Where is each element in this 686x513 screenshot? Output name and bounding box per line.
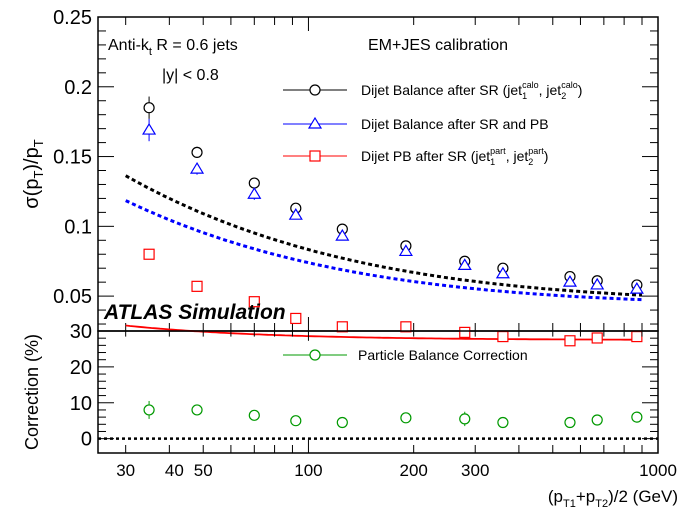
legend-label-dijet-balance-pb: Dijet Balance after SR and PB <box>361 116 549 132</box>
data-point-square <box>631 330 643 343</box>
legend-label-particle-balance-correction: Particle Balance Correction <box>358 347 528 363</box>
y-tick-label: 0.05 <box>53 286 92 308</box>
top-y-axis-label: σ(pT)/pT <box>21 139 46 208</box>
top-legend: Dijet Balance after SR (jet1calo, jet2ca… <box>283 80 582 167</box>
bottom-y-axis-label: Correction (%) <box>22 334 42 450</box>
data-point-circle <box>290 415 302 427</box>
data-point-circle <box>143 102 155 114</box>
data-point-circle <box>459 413 471 425</box>
fit-curve-2 <box>125 199 643 302</box>
y-tick-label: 10 <box>70 393 92 415</box>
x-tick-label: 200 <box>399 461 427 480</box>
data-point-square <box>591 332 603 344</box>
data-point-square <box>290 312 302 325</box>
data-point-triangle <box>495 266 510 279</box>
data-point-triangle <box>247 187 262 199</box>
bottom-y-tick-labels: 0 10 20 30 <box>70 321 92 451</box>
data-point-circle <box>248 409 260 421</box>
data-point-triangle <box>189 161 205 174</box>
y-tick-label: 0.15 <box>53 147 92 169</box>
data-point-circle <box>143 404 155 416</box>
data-point-circle <box>248 177 260 189</box>
data-point-square <box>191 280 203 292</box>
x-tick-label: 100 <box>294 461 322 480</box>
legend-entry-dijet-balance-pb: Dijet Balance after SR and PB <box>283 116 549 132</box>
data-point-square <box>143 248 155 260</box>
bottom-plot-frame <box>97 330 659 454</box>
legend-entry-dijet-pb-part: Dijet PB after SR (jet1part, jet2part) <box>283 146 548 167</box>
y-tick-label: 0.2 <box>64 77 92 99</box>
data-point-circle <box>336 416 348 429</box>
y-tick-label: 0.1 <box>64 216 92 238</box>
data-point-circle <box>564 416 576 429</box>
jet-algorithm-label: Anti-kt R = 0.6 jets <box>108 37 238 58</box>
data-point-triangle <box>398 244 413 257</box>
rapidity-label: |y| < 0.8 <box>162 67 219 84</box>
x-tick-label: 1000 <box>639 461 677 480</box>
x-tick-label: 30 <box>116 461 135 480</box>
data-point-circle <box>631 411 643 423</box>
top-fit-curves <box>124 174 643 341</box>
y-tick-label: 20 <box>70 357 92 379</box>
bottom-panel: 0 10 20 30 30 40 50 100 200 300 1000 Correction (… <box>22 321 678 510</box>
fit-curve-1 <box>124 174 643 297</box>
data-point-triangle <box>142 122 157 135</box>
data-point-triangle <box>562 274 578 287</box>
data-point-triangle <box>457 258 472 271</box>
y-tick-label: 0 <box>81 429 92 451</box>
data-point-triangle <box>590 277 605 290</box>
x-tick-labels: 30 40 50 100 200 300 1000 <box>116 461 677 480</box>
data-point-circle <box>191 146 203 158</box>
y-tick-label: 30 <box>70 321 92 343</box>
legend-label-dijet-balance-calo: Dijet Balance after SR (jet1calo, jet2ca… <box>361 80 582 101</box>
data-point-square <box>336 321 348 333</box>
data-point-triangle <box>288 208 303 220</box>
x-tick-label: 300 <box>461 461 489 480</box>
legend-label-dijet-pb-part: Dijet PB after SR (jet1part, jet2part) <box>361 146 548 167</box>
x-axis-label: (pT1+pT2)/2 (GeV) <box>548 487 678 510</box>
data-point-triangle <box>629 281 644 294</box>
fit-curve-3 <box>125 324 642 341</box>
bottom-data-points <box>143 400 643 429</box>
x-tick-label: 40 <box>165 461 184 480</box>
atlas-simulation-label: ATLAS Simulation <box>103 301 286 324</box>
data-point-triangle <box>335 228 350 241</box>
data-point-square <box>564 335 576 347</box>
data-point-circle <box>191 404 203 416</box>
data-point-circle <box>497 416 509 429</box>
top-panel: 0.05 0.1 0.15 0.2 0.25 σ(pT)/pT Anti-kt R = … <box>21 7 659 347</box>
data-point-square <box>248 296 260 308</box>
legend-entry-dijet-balance-calo: Dijet Balance after SR (jet1calo, jet2ca… <box>283 80 582 101</box>
top-data-points <box>142 96 644 347</box>
data-point-square <box>400 321 412 333</box>
data-point-circle <box>400 412 412 424</box>
data-point-square <box>459 326 471 338</box>
top-axis-ticks <box>98 16 659 331</box>
bottom-legend: Particle Balance Correction <box>283 347 528 363</box>
y-tick-label: 0.25 <box>53 7 92 29</box>
top-y-tick-labels: 0.05 0.1 0.15 0.2 0.25 <box>53 7 92 308</box>
data-point-square <box>497 330 509 343</box>
bottom-axis-ticks <box>98 330 659 453</box>
x-tick-label: 50 <box>194 461 213 480</box>
calibration-label: EM+JES calibration <box>368 37 508 54</box>
data-point-circle <box>591 414 603 426</box>
